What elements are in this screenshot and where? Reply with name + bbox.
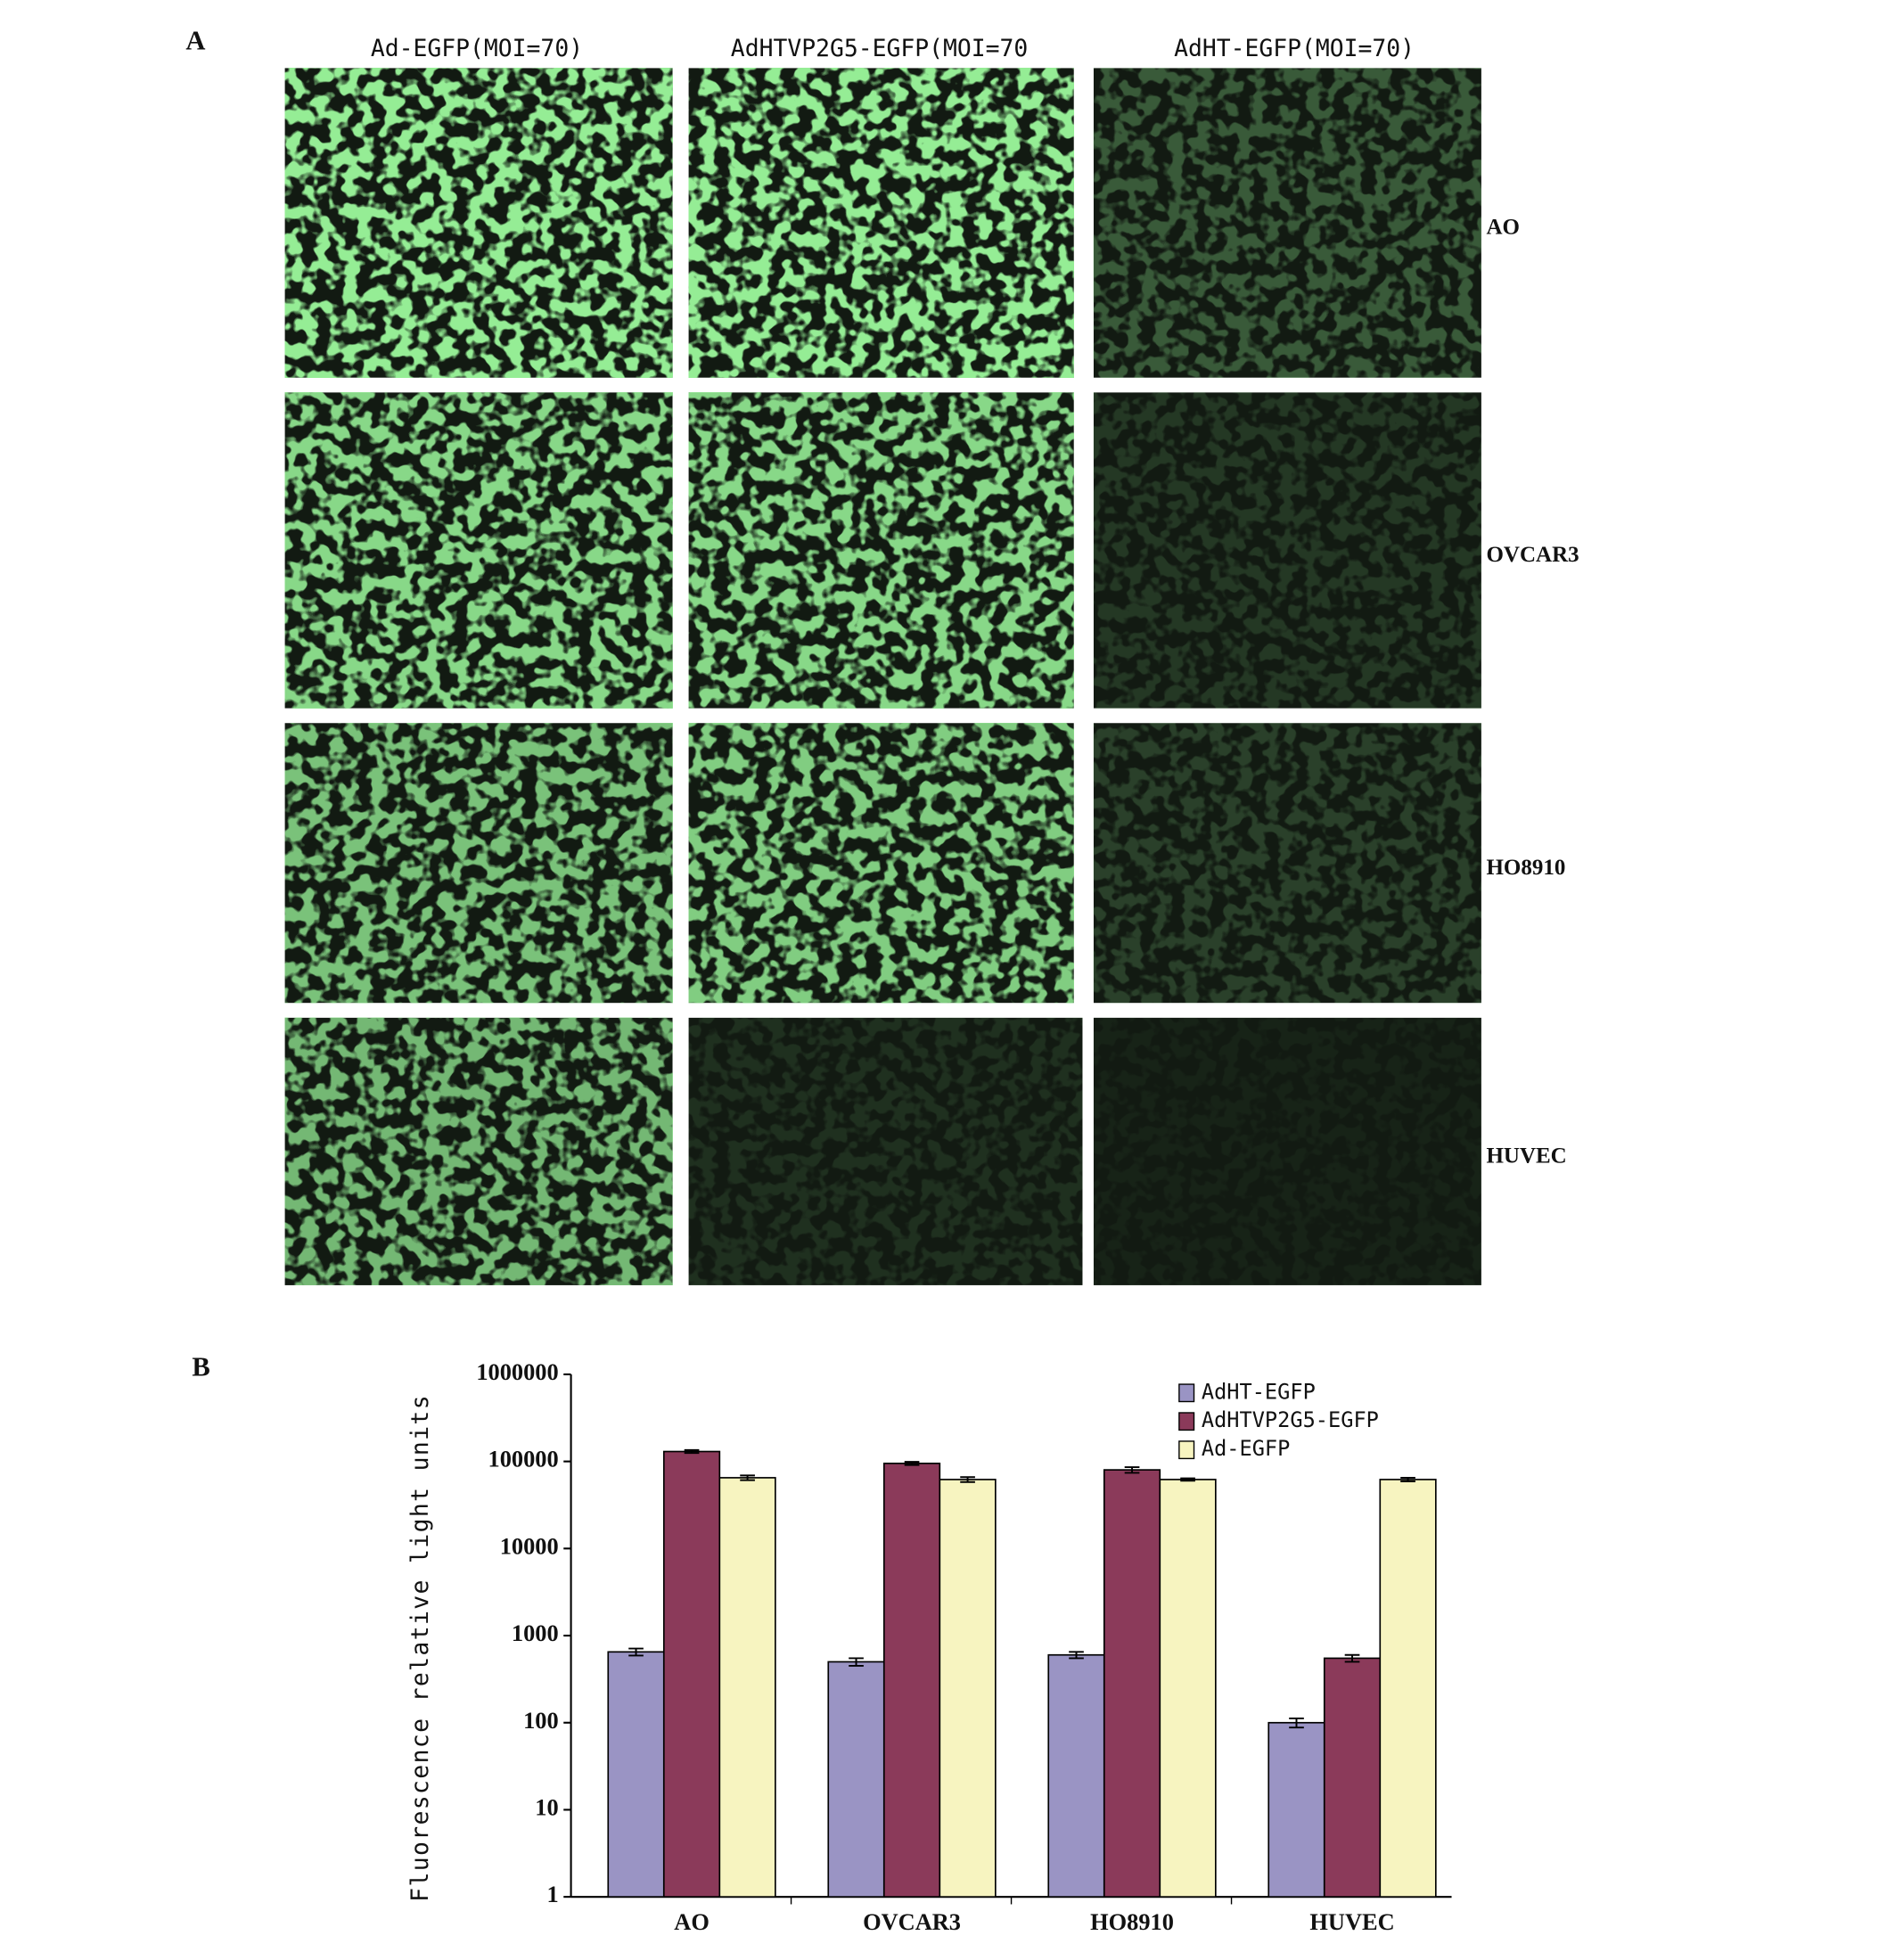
y-axis-title: Fluorescence relative light units (407, 1394, 434, 1902)
bar (1323, 1657, 1382, 1898)
y-tick-label: 10000 (500, 1532, 559, 1559)
fluorescence (1093, 392, 1481, 709)
x-tick-label: OVCAR3 (863, 1908, 961, 1935)
fluorescence (688, 68, 1074, 378)
x-tick-label: AO (674, 1908, 710, 1935)
legend-swatch (1178, 1412, 1195, 1431)
y-tick-label: 1000000 (476, 1358, 558, 1385)
legend-label: AdHTVP2G5-EGFP (1202, 1407, 1379, 1432)
error-bar (1069, 1651, 1084, 1660)
bar (939, 1479, 997, 1898)
column-title: Ad-EGFP(MOI=70) (371, 36, 583, 62)
error-bar (1344, 1653, 1360, 1663)
error-bar (684, 1448, 700, 1455)
row-label: HO8910 (1486, 856, 1565, 880)
error-bar (1400, 1476, 1415, 1483)
bar (662, 1450, 721, 1898)
bar (1103, 1469, 1161, 1898)
error-bar (960, 1476, 975, 1483)
y-tick-label: 10 (535, 1794, 558, 1821)
fluorescence (284, 68, 673, 378)
y-tick-label: 1 (546, 1881, 558, 1907)
error-bar (1124, 1466, 1140, 1474)
legend-swatch (1178, 1383, 1195, 1403)
column-title: AdHT-EGFP(MOI=70) (1174, 36, 1415, 62)
bar (827, 1661, 885, 1898)
fluorescence (688, 392, 1074, 709)
x-tick-label: HO8910 (1090, 1908, 1174, 1935)
legend-label: AdHT-EGFP (1202, 1379, 1316, 1404)
error-bar (904, 1461, 920, 1466)
bar (607, 1651, 665, 1898)
y-tick-label: 100000 (488, 1446, 559, 1472)
y-tick-label: 100 (523, 1707, 559, 1734)
legend-label: Ad-EGFP (1202, 1436, 1291, 1461)
error-bar (628, 1647, 644, 1657)
fluorescence (1093, 1017, 1481, 1285)
fluorescence (1093, 68, 1481, 378)
bar (1159, 1479, 1217, 1898)
row-label: HUVEC (1486, 1144, 1566, 1169)
y-tick-label: 1000 (512, 1620, 559, 1646)
bar (882, 1462, 941, 1898)
fluorescence (688, 723, 1074, 1004)
column-title: AdHTVP2G5-EGFP(MOI=70 (731, 36, 1029, 62)
row-label: AO (1486, 216, 1520, 240)
panel-label: B (192, 1351, 209, 1382)
fluorescence (1093, 723, 1481, 1004)
legend-swatch (1178, 1440, 1195, 1460)
bar (1267, 1721, 1325, 1898)
error-bar (849, 1657, 864, 1667)
bar (1047, 1653, 1105, 1898)
panel-label: A (185, 26, 205, 56)
bar (718, 1477, 776, 1898)
fluorescence (284, 392, 673, 709)
error-bar (1289, 1717, 1304, 1729)
fluorescence (284, 1017, 673, 1285)
error-bar (740, 1474, 755, 1481)
fluorescence (284, 723, 673, 1004)
row-label: OVCAR3 (1486, 543, 1579, 567)
x-tick-label: HUVEC (1309, 1908, 1394, 1935)
fluorescence (688, 1017, 1083, 1285)
error-bar (1180, 1477, 1195, 1482)
bar (1379, 1479, 1437, 1898)
